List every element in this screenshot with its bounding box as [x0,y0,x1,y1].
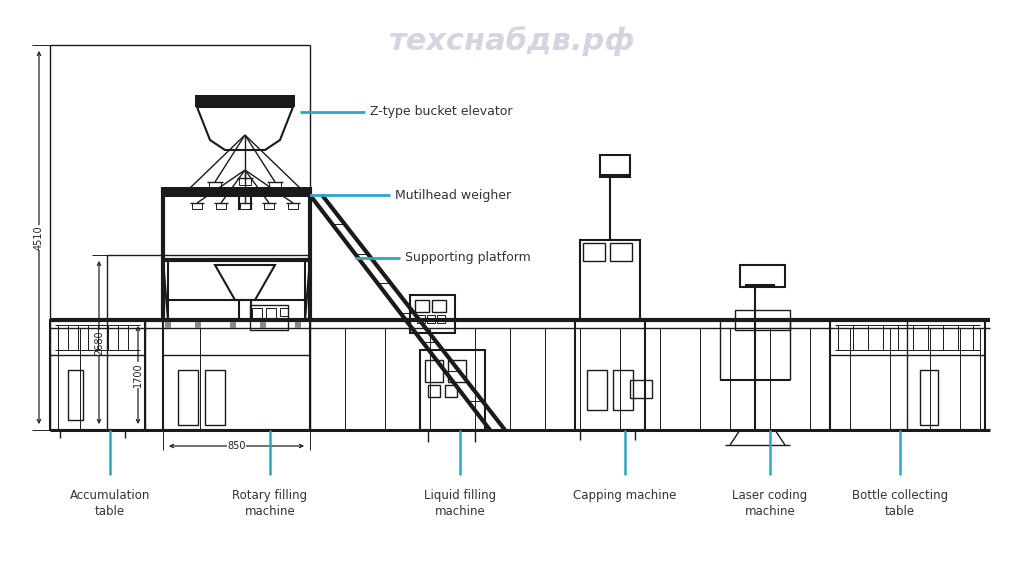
Bar [600,155,630,177]
Bar [610,243,632,261]
Text: Capping machine: Capping machine [573,489,677,502]
Text: Accumulation: Accumulation [70,489,151,502]
Bar [417,315,425,323]
Bar [410,295,455,333]
Bar [165,322,171,328]
Bar [195,95,295,107]
Bar [428,385,440,397]
Text: 850: 850 [227,441,246,451]
Bar [449,360,466,382]
Bar [420,350,485,430]
Bar [250,305,288,330]
Bar [260,322,266,328]
Text: machine: machine [744,505,796,518]
Bar [583,243,605,261]
Text: Supporting platform: Supporting platform [406,252,530,265]
Text: machine: machine [245,505,295,518]
Text: Mutilhead weigher: Mutilhead weigher [395,189,511,201]
Bar [920,370,938,425]
Bar [205,370,225,425]
Text: machine: machine [434,505,485,518]
Text: table: table [885,505,915,518]
Bar [613,370,633,410]
Text: 1700: 1700 [133,363,143,387]
Text: Laser coding: Laser coding [732,489,808,502]
Text: техснабдв.рф: техснабдв.рф [389,26,635,56]
Bar [415,300,429,312]
Text: Bottle collecting: Bottle collecting [852,489,948,502]
Bar [163,187,310,197]
Bar [427,315,435,323]
Bar [445,385,457,397]
Text: 4510: 4510 [34,225,44,250]
Bar [587,370,607,410]
Bar [195,322,201,328]
Text: 2680: 2680 [94,330,104,355]
Bar [580,240,640,320]
Bar [295,322,301,328]
Bar [178,370,198,425]
Bar [280,308,288,316]
Text: Liquid filling: Liquid filling [424,489,496,502]
Bar [432,300,446,312]
Bar [252,308,262,318]
Bar [575,320,645,430]
Bar [830,320,985,430]
Bar [230,322,236,328]
Bar [50,320,145,430]
Bar [437,315,445,323]
Text: Z-type bucket elevator: Z-type bucket elevator [370,106,512,119]
Text: table: table [95,505,125,518]
Bar [425,360,443,382]
Bar [740,265,785,287]
Bar [68,370,83,420]
Bar [630,380,652,398]
Bar [266,308,276,318]
Bar [735,310,790,330]
Bar [163,320,310,430]
Text: Rotary filling: Rotary filling [232,489,307,502]
